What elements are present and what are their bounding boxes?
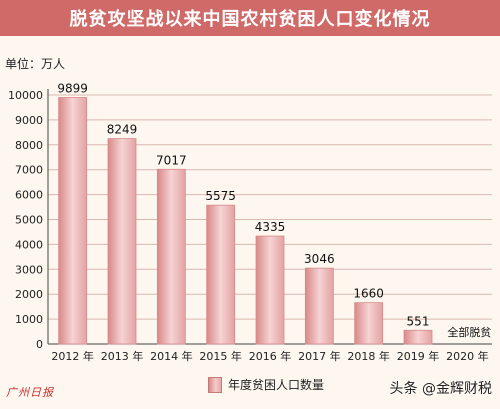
x-tick-label: 2014 年 <box>150 349 193 363</box>
data-label: 8249 <box>107 123 138 137</box>
data-label: 1660 <box>353 287 384 301</box>
y-tick-label: 1000 <box>15 313 43 326</box>
unit-label: 单位：万人 <box>5 57 66 71</box>
bar <box>156 168 186 345</box>
y-tick-label: 10000 <box>8 89 43 102</box>
data-label: 9899 <box>57 82 88 96</box>
x-tick-label: 2017 年 <box>298 349 341 363</box>
x-tick-label: 2020 年 <box>446 349 489 363</box>
x-tick-label: 2013 年 <box>101 349 144 363</box>
data-label: 3046 <box>304 252 335 266</box>
x-tick-label: 2012 年 <box>51 349 94 363</box>
y-tick-label: 7000 <box>15 164 43 177</box>
data-label: 551 <box>407 314 430 328</box>
legend-swatch <box>208 376 222 393</box>
y-tick-label: 4000 <box>15 238 43 251</box>
data-label: 7017 <box>156 153 187 167</box>
data-label: 4335 <box>255 220 286 234</box>
legend: 年度贫困人口数量 <box>208 376 324 393</box>
annotation-label: 全部脱贫 <box>447 325 491 339</box>
x-tick-label: 2018 年 <box>347 349 390 363</box>
bar <box>354 302 384 345</box>
bar <box>206 204 236 345</box>
source-watermark: 头条 @金辉财税 <box>389 381 492 397</box>
x-tick-label: 2019 年 <box>397 349 440 363</box>
y-tick-label: 5000 <box>15 214 43 227</box>
legend-label: 年度贫困人口数量 <box>228 378 325 392</box>
y-tick-label: 8000 <box>15 139 43 152</box>
data-label: 5575 <box>205 189 236 203</box>
bar <box>403 329 433 345</box>
bar <box>107 138 137 345</box>
chart-title: 脱贫攻坚战以来中国农村贫困人口变化情况 <box>69 9 431 30</box>
y-tick-label: 9000 <box>15 114 43 127</box>
newspaper-watermark: 广州日报 <box>6 386 54 399</box>
y-tick-label: 2000 <box>15 288 43 301</box>
y-tick-label: 3000 <box>15 263 43 276</box>
title-bar: 脱贫攻坚战以来中国农村贫困人口变化情况 <box>0 0 500 36</box>
x-tick-label: 2015 年 <box>199 349 242 363</box>
y-tick-label: 0 <box>36 338 43 351</box>
bar <box>304 267 334 345</box>
x-tick-label: 2016 年 <box>249 349 292 363</box>
bar <box>58 97 88 345</box>
y-tick-label: 6000 <box>15 189 43 202</box>
bar <box>255 235 285 345</box>
